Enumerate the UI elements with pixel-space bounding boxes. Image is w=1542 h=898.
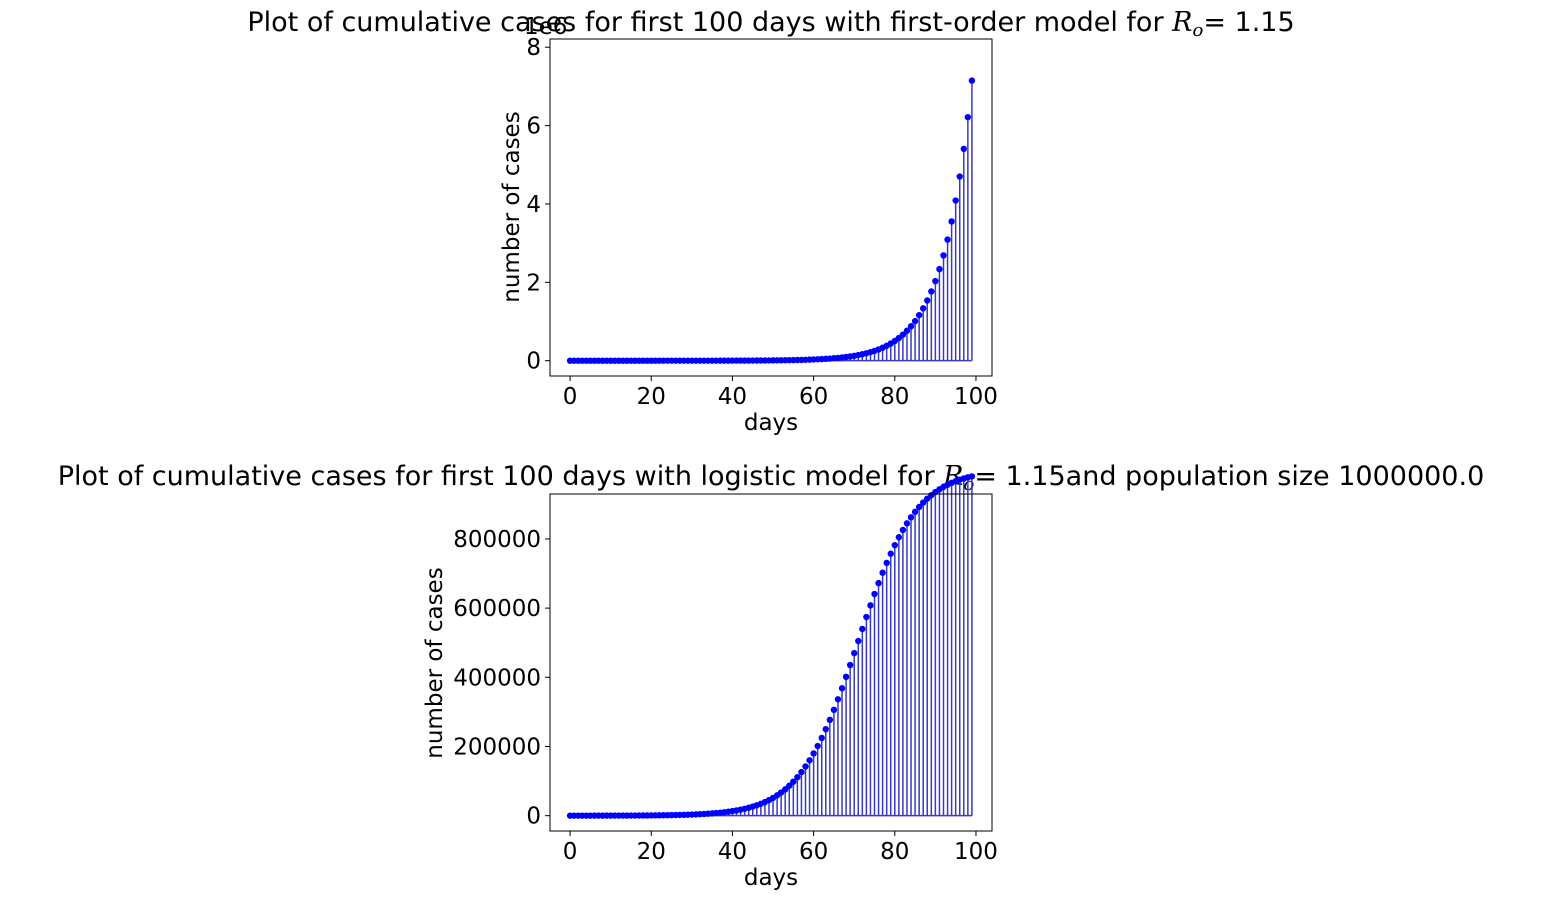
chart-1-xtick-label: 60 xyxy=(799,384,828,410)
chart-1-point xyxy=(915,311,923,319)
chart-1-point xyxy=(911,317,919,325)
chart-2-point xyxy=(794,773,801,781)
chart-2-frame xyxy=(549,493,993,832)
chart-2-point xyxy=(790,778,797,785)
chart-1-ylabel: number of cases xyxy=(499,111,525,302)
chart-2-point xyxy=(855,637,862,645)
chart-2-point xyxy=(915,503,923,511)
chart-2-point xyxy=(871,590,878,598)
chart-2-ytick-label: 400000 xyxy=(453,665,541,691)
chart-2-point xyxy=(907,514,915,521)
chart-1-point xyxy=(928,288,935,295)
chart-2-ylabel: number of cases xyxy=(422,567,448,758)
chart-1-xtick-label: 20 xyxy=(637,384,666,410)
chart-2-xtick-label: 60 xyxy=(799,839,828,865)
chart-2-point xyxy=(806,757,813,764)
chart-2-ytick-label: 800000 xyxy=(453,527,541,553)
chart-2-point xyxy=(830,706,838,714)
chart-1-ytick-label: 0 xyxy=(526,349,541,375)
chart-1-point xyxy=(932,277,939,285)
chart-2-point xyxy=(846,661,854,669)
chart-2-point xyxy=(822,725,829,733)
chart-1-point xyxy=(920,305,927,312)
chart-2-point xyxy=(867,602,874,609)
chart-2-point xyxy=(879,569,886,576)
chart-1-point xyxy=(907,323,915,330)
chart-2-point xyxy=(911,508,919,516)
chart-1-point xyxy=(952,197,959,204)
chart-1-ytick-label: 6 xyxy=(526,114,541,140)
chart-1-point xyxy=(968,77,976,84)
chart-1-point xyxy=(936,265,943,273)
chart-2-xlabel: days xyxy=(744,865,798,891)
chart-2-title: Plot of cumulative cases for first 100 d… xyxy=(58,461,1485,495)
chart-2-point xyxy=(899,526,907,534)
chart-2-point xyxy=(834,696,842,703)
chart-1-ytick-label: 4 xyxy=(526,192,541,218)
chart-2-point xyxy=(802,763,809,770)
chart-2-point xyxy=(851,649,858,657)
chart-2-xtick-label: 0 xyxy=(563,839,578,865)
chart-2-plot-area xyxy=(566,473,976,819)
chart-1-xtick-label: 100 xyxy=(954,384,998,410)
chart-2-point xyxy=(842,673,850,681)
chart-1-point xyxy=(956,173,963,180)
chart-2-point xyxy=(920,499,927,506)
chart-2: Plot of cumulative cases for first 100 d… xyxy=(58,461,1485,891)
chart-1-xtick-label: 80 xyxy=(880,384,909,410)
chart-1-plot-area xyxy=(566,77,976,364)
chart-2-point xyxy=(826,716,834,724)
chart-2-point xyxy=(863,613,870,621)
chart-1-point xyxy=(948,218,955,225)
chart-2-point xyxy=(859,625,866,633)
chart-2-point xyxy=(814,742,821,750)
chart-2-ytick-label: 600000 xyxy=(453,596,541,622)
chart-1-frame xyxy=(549,38,993,377)
chart-2-point xyxy=(887,550,894,557)
chart-1-point xyxy=(944,236,951,243)
chart-1-ytick-label: 8 xyxy=(526,35,541,61)
chart-1-ytick-label: 2 xyxy=(526,270,541,296)
chart-2-xtick-label: 20 xyxy=(637,839,666,865)
chart-2-point xyxy=(891,541,898,549)
chart-2-point xyxy=(875,579,882,587)
chart-1-point xyxy=(960,145,967,153)
chart-1-point xyxy=(899,331,907,338)
chart-2-ytick-label: 0 xyxy=(526,804,541,830)
chart-2-point xyxy=(810,750,817,757)
chart-1-point xyxy=(964,113,972,121)
chart-1-xtick-label: 40 xyxy=(718,384,747,410)
chart-2-point xyxy=(798,768,805,776)
chart-2-xtick-label: 40 xyxy=(718,839,747,865)
chart-2-point xyxy=(786,782,793,789)
chart-2-point xyxy=(838,685,846,692)
chart-1-point xyxy=(924,297,931,304)
chart-2-xtick-label: 100 xyxy=(954,839,998,865)
chart-2-point xyxy=(883,559,890,567)
chart-2-point xyxy=(818,734,825,742)
chart-2-point xyxy=(968,473,976,480)
chart-1-offset-text: 1e6 xyxy=(524,14,567,40)
chart-1-point xyxy=(903,327,911,334)
chart-2-point xyxy=(895,534,903,541)
chart-2-ytick-label: 200000 xyxy=(453,734,541,760)
chart-1: Plot of cumulative cases for first 100 d… xyxy=(247,7,1294,436)
chart-2-xtick-label: 80 xyxy=(880,839,909,865)
chart-2-point xyxy=(903,520,911,527)
chart-1-point xyxy=(940,252,947,259)
chart-1-xlabel: days xyxy=(744,410,798,436)
chart-1-xtick-label: 0 xyxy=(563,384,578,410)
chart-1-title: Plot of cumulative cases for first 100 d… xyxy=(247,7,1294,41)
